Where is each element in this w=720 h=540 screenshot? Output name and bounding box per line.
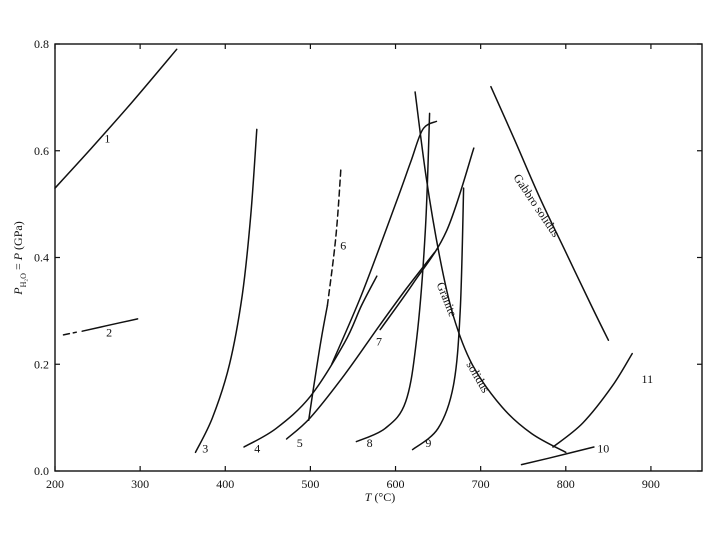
curve-1 [54, 48, 178, 189]
x-tick-label: 700 [472, 477, 490, 491]
curve-label: 10 [597, 441, 609, 455]
curve-labels: 1 2 3 4 5 6 7 8 9 10 11 Granite solidus Gabbro solidu… [104, 132, 653, 456]
curve-label: Granite [434, 280, 460, 319]
plot-frame [54, 43, 703, 472]
y-tick-label: 0.0 [34, 464, 49, 478]
x-tick-label: 400 [216, 477, 234, 491]
curve-6 [307, 304, 329, 422]
x-tick-label: 200 [46, 477, 64, 491]
curve-6 [326, 166, 342, 307]
x-tick-label: 900 [642, 477, 660, 491]
y-axis: 0.0 0.2 0.4 0.6 0.8 [34, 37, 702, 478]
curve-granite-solidus [414, 91, 567, 454]
y-tick-label: 0.8 [34, 37, 49, 51]
curve-label: 1 [104, 132, 110, 146]
curve-2 [62, 331, 78, 336]
curve-label: 6 [340, 238, 346, 252]
curve-label: 11 [642, 372, 654, 386]
curve-10 [520, 446, 595, 466]
x-tick-label: 500 [301, 477, 319, 491]
curve-7 [379, 147, 475, 331]
curve-label: 4 [254, 441, 260, 455]
curve-3 [194, 128, 258, 454]
curve-label: 9 [425, 436, 431, 450]
curve-label: solidus [464, 359, 493, 396]
curve-label: 7 [376, 335, 382, 349]
y-tick-label: 0.6 [34, 144, 49, 158]
y-tick-label: 0.4 [34, 251, 49, 265]
y-axis-title: PH₂O = P (GPa) [11, 221, 28, 295]
curve-5 [285, 251, 436, 440]
curve-label: 8 [367, 436, 373, 450]
curve-label: Gabbro solidus [511, 171, 564, 240]
curve-gabbro-solidus [490, 85, 610, 341]
x-axis-title: T (°C) [365, 490, 395, 504]
curve-2 [81, 318, 139, 332]
curve-upper-crossing-branch [330, 120, 438, 366]
y-tick-label: 0.2 [34, 357, 49, 371]
curve-4 [243, 275, 378, 448]
x-tick-label: 300 [131, 477, 149, 491]
curve-label: 5 [297, 436, 303, 450]
curve-11 [552, 352, 633, 448]
curve-9 [411, 187, 465, 451]
x-tick-label: 600 [387, 477, 405, 491]
curve-label: 3 [202, 441, 208, 455]
x-tick-label: 800 [557, 477, 575, 491]
curve-8 [355, 112, 431, 443]
curves [54, 48, 633, 466]
x-axis: 200 300 400 500 600 700 800 900 [46, 44, 660, 491]
curve-label: 2 [106, 325, 112, 339]
